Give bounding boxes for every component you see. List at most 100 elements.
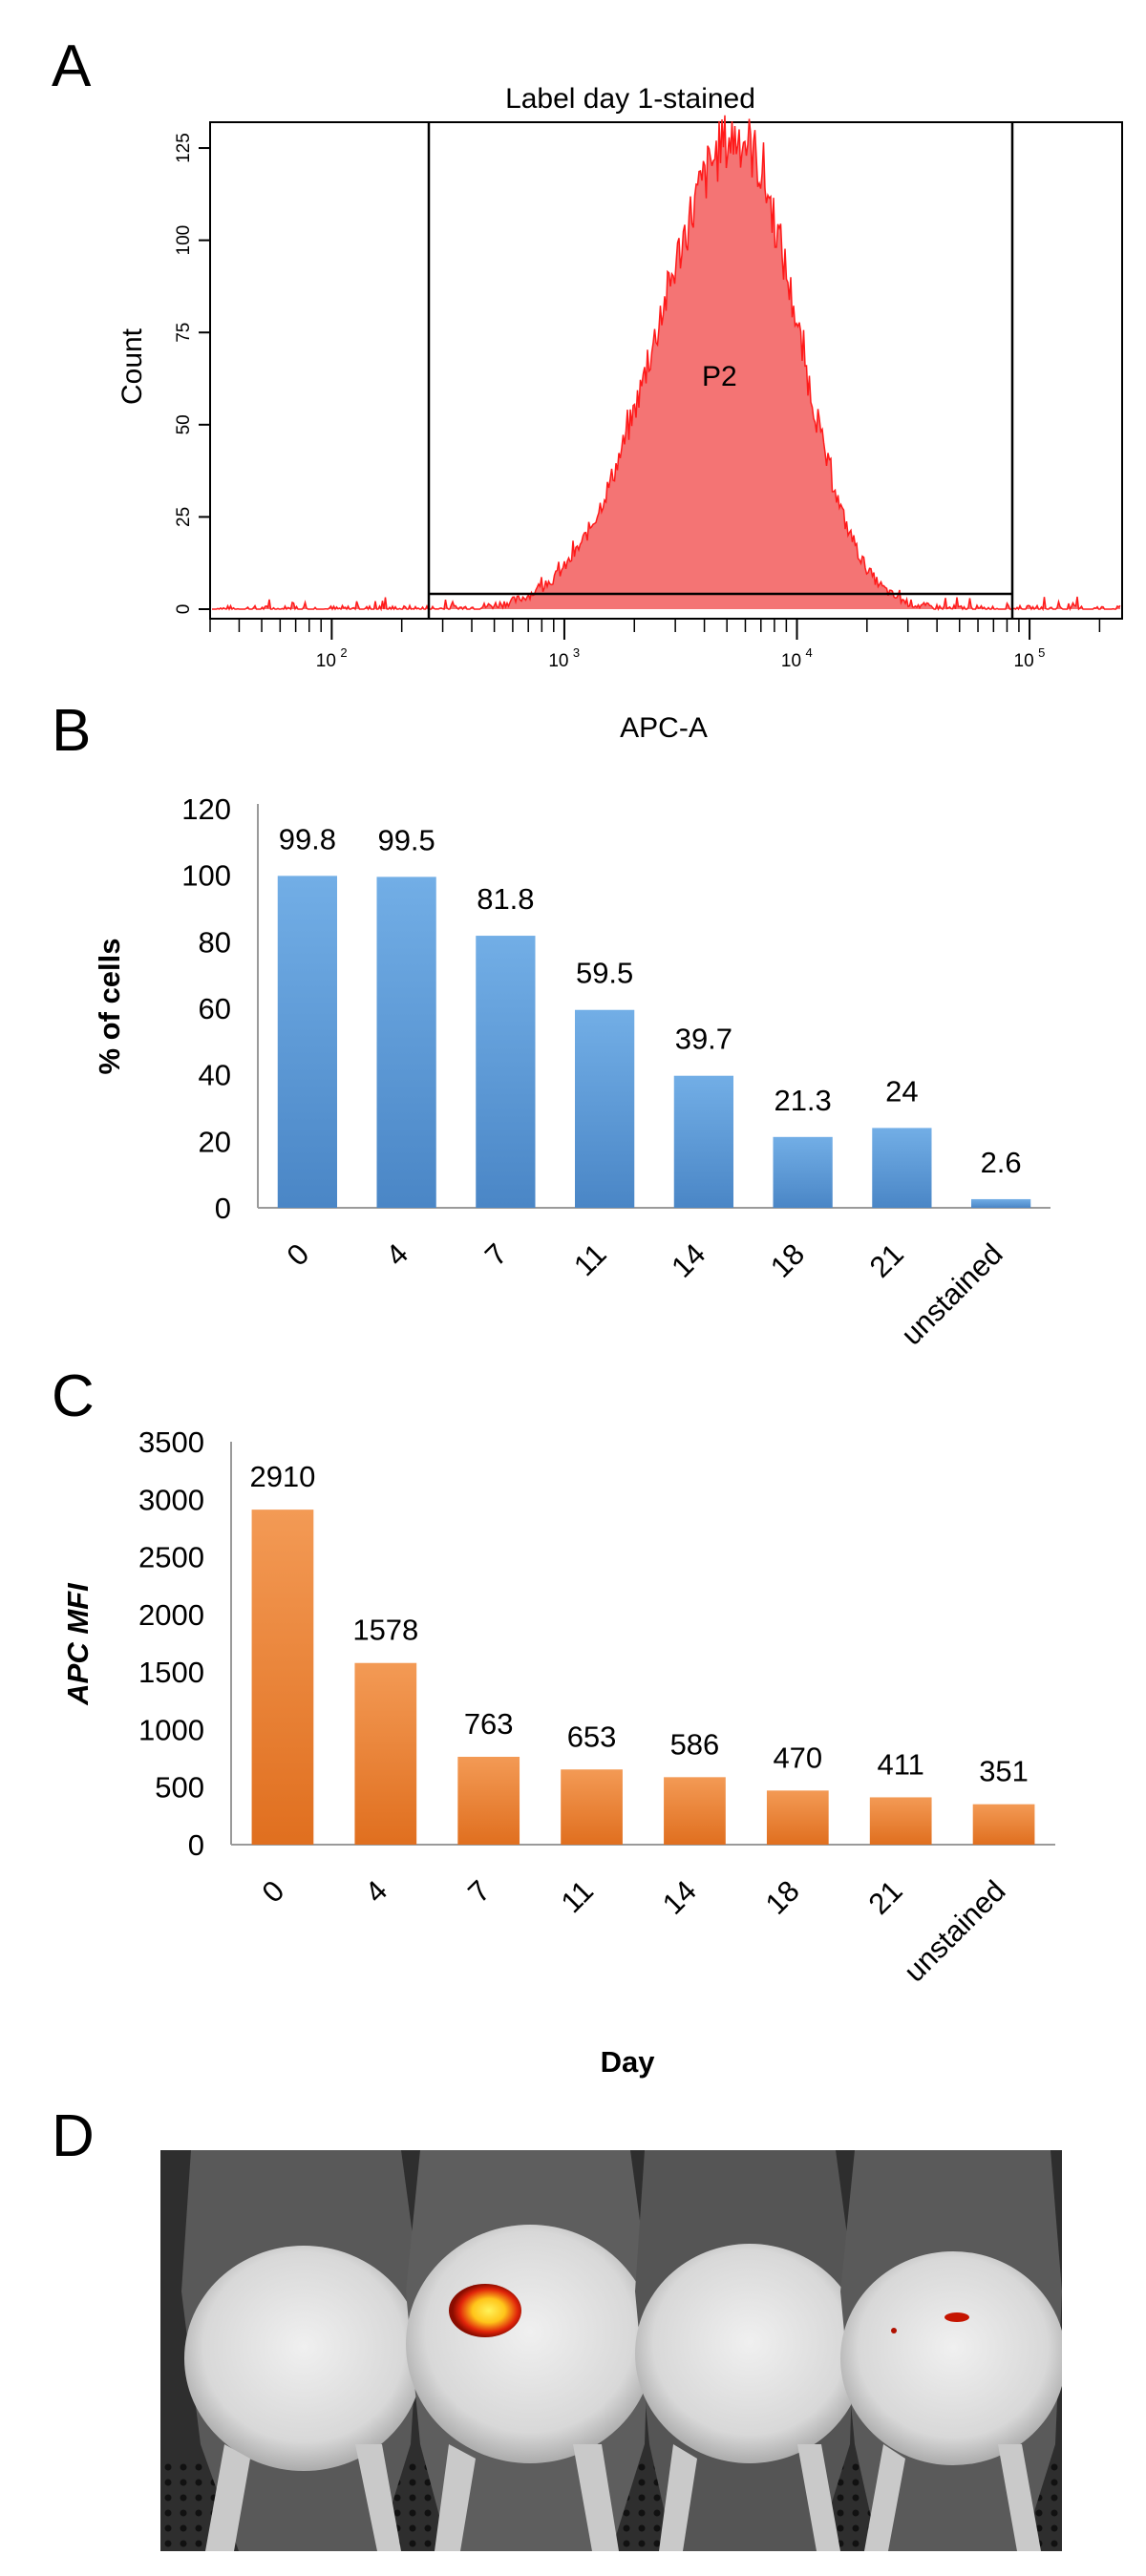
mouse-1-legs xyxy=(205,2444,401,2551)
tray-dot xyxy=(638,2479,646,2486)
bar-y-tick-label: 3500 xyxy=(138,1425,204,1459)
tray-dot xyxy=(653,2509,661,2517)
histogram-y-tick-label: 75 xyxy=(174,323,194,343)
tray-dot xyxy=(180,2494,187,2502)
histogram-x-tick-exponent: 4 xyxy=(806,645,813,660)
tray-dot xyxy=(852,2509,860,2517)
histogram-y-axis-label: Count xyxy=(117,327,148,405)
bar-data-label: 1578 xyxy=(352,1614,418,1647)
tray-dot xyxy=(638,2494,646,2502)
mouse-4-skin xyxy=(840,2251,1062,2465)
bar-y-tick-label: 120 xyxy=(181,792,231,826)
bar-category-label: 0 xyxy=(280,1237,315,1273)
tray-dot xyxy=(393,2494,401,2502)
bioluminescence-signal-strong xyxy=(449,2284,521,2337)
gate-label-p2: P2 xyxy=(702,361,737,392)
tray-dot xyxy=(852,2479,860,2486)
bar-category-label: 4 xyxy=(379,1237,414,1273)
tray-dot xyxy=(1035,2524,1043,2532)
bar-y-tick-label: 80 xyxy=(199,925,231,959)
tray-dot xyxy=(1050,2479,1058,2486)
bar-y-tick-label: 100 xyxy=(181,859,231,893)
tray-dot xyxy=(409,2479,416,2486)
bar-7 xyxy=(476,936,536,1208)
bar-data-label: 81.8 xyxy=(477,882,534,916)
bar-b-series: 0 20 40 60 80 100 120 99.8 0 99.5 4 81.8 7 59.5 11 39.7… xyxy=(181,792,1031,1352)
tray-dot xyxy=(409,2540,416,2547)
tray-dot xyxy=(180,2540,187,2547)
bar-y-tick-label: 20 xyxy=(199,1125,231,1158)
panel-letter-a: A xyxy=(52,33,92,99)
bar-category-label: unstained xyxy=(895,1237,1009,1352)
histogram-x-tick-exponent: 2 xyxy=(340,645,347,660)
panel-letter-d: D xyxy=(52,2103,95,2169)
tray-dot xyxy=(837,2524,844,2532)
tray-dot xyxy=(424,2540,432,2547)
bar-y-tick-label: 2000 xyxy=(138,1598,204,1632)
histogram-area xyxy=(212,115,1121,612)
mouse-3-legs xyxy=(659,2444,840,2551)
tray-dot xyxy=(195,2524,202,2532)
bar-category-label: unstained xyxy=(898,1874,1012,1989)
bar-14 xyxy=(673,1075,733,1208)
bar-data-label: 99.8 xyxy=(279,822,336,855)
bar-category-label: 14 xyxy=(665,1237,711,1284)
tray-dot xyxy=(409,2494,416,2502)
tray-dot xyxy=(1035,2509,1043,2517)
tray-dot xyxy=(638,2509,646,2517)
tray-dot xyxy=(164,2509,172,2517)
bar-data-label: 763 xyxy=(464,1707,514,1741)
bar-category-label: 14 xyxy=(656,1874,703,1921)
tray-dot xyxy=(195,2479,202,2486)
tray-dot xyxy=(852,2494,860,2502)
bar-y-tick-label: 60 xyxy=(199,992,231,1025)
tray-dot xyxy=(623,2509,630,2517)
tray-dot xyxy=(180,2509,187,2517)
tray-dot xyxy=(837,2494,844,2502)
bar-y-tick-label: 1500 xyxy=(138,1656,204,1689)
histogram-y-ticks: 0 25 50 75 100 125 xyxy=(174,133,210,614)
mouse-2-legs xyxy=(435,2444,619,2551)
tray-dot xyxy=(409,2524,416,2532)
histogram-x-axis-label: APC-A xyxy=(620,712,708,744)
bar-0 xyxy=(277,876,337,1208)
tray-dot xyxy=(1050,2509,1058,2517)
bar-21 xyxy=(869,1797,932,1845)
bar-chart-panel-b: 0 20 40 60 80 100 120 99.8 0 99.5 4 81.8 7 59.5 11 39.7… xyxy=(93,792,1050,1352)
mouse-1-skin xyxy=(184,2246,423,2471)
mouse-3-skin xyxy=(635,2244,864,2463)
tray-dot xyxy=(1050,2540,1058,2547)
tray-dot xyxy=(852,2540,860,2547)
mouse-bioluminescence-image xyxy=(160,2150,1062,2551)
tray-dot xyxy=(424,2524,432,2532)
tray-dot xyxy=(653,2494,661,2502)
bar-data-label: 653 xyxy=(567,1720,617,1753)
tray-dot xyxy=(180,2524,187,2532)
bar-0 xyxy=(251,1510,314,1845)
histogram-x-tick-label: 10 xyxy=(781,651,801,671)
histogram-x-tick-exponent: 5 xyxy=(1038,645,1045,660)
tray-dot xyxy=(653,2540,661,2547)
bar-data-label: 39.7 xyxy=(675,1023,732,1056)
bar-y-tick-label: 40 xyxy=(199,1059,231,1092)
bar-4 xyxy=(354,1662,417,1845)
tray-dot xyxy=(424,2479,432,2486)
bar-y-tick-label: 500 xyxy=(155,1771,204,1805)
tray-dot xyxy=(164,2479,172,2486)
bar-y-tick-label: 1000 xyxy=(138,1713,204,1746)
bar-data-label: 586 xyxy=(670,1727,720,1761)
histogram-y-tick-label: 0 xyxy=(174,604,194,615)
bar-21 xyxy=(872,1128,932,1208)
tray-dot xyxy=(164,2463,172,2471)
bar-data-label: 2910 xyxy=(249,1460,315,1493)
tray-dot xyxy=(409,2463,416,2471)
tray-dot xyxy=(195,2463,202,2471)
bar-category-label: 11 xyxy=(567,1237,613,1283)
bar-18 xyxy=(766,1790,829,1845)
histogram-x-tick-label: 10 xyxy=(548,651,568,671)
tray-dot xyxy=(837,2509,844,2517)
bar-category-label: 21 xyxy=(863,1237,910,1284)
bar-category-label: 7 xyxy=(461,1874,497,1910)
bar-chart-panel-c: 0500100015002000250030003500291001578476… xyxy=(61,1425,1055,2079)
